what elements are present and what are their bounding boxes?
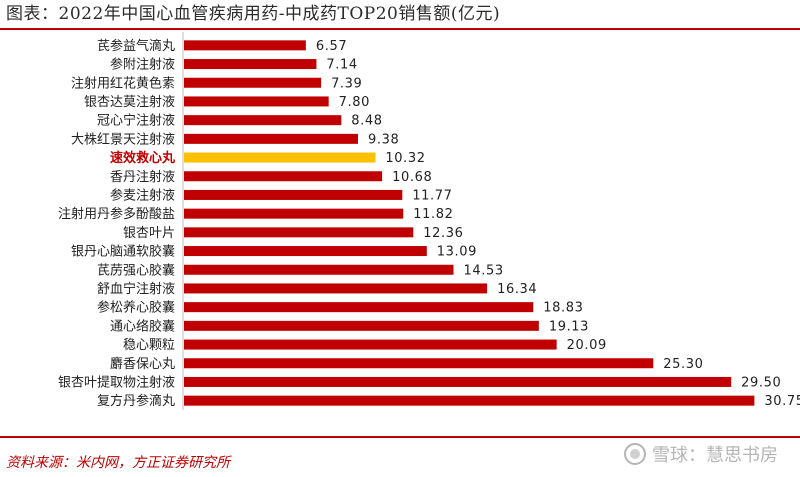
category-label: 注射用红花黄色素 [71,75,175,91]
bar [184,283,488,294]
value-label: 10.68 [392,170,432,185]
bar [184,115,342,126]
bar [184,395,755,406]
value-label: 19.13 [549,319,589,334]
category-label: 复方丹参滴丸 [97,393,175,409]
bar [184,152,376,163]
category-label: 银杏达莫注射液 [84,94,175,110]
category-label: 参麦注射液 [110,187,175,203]
value-label: 11.82 [413,207,453,222]
category-label: 芪参益气滴丸 [97,38,175,54]
value-label: 10.32 [385,151,425,166]
category-label: 芪苈强心胶囊 [97,262,175,278]
value-label: 9.38 [368,132,399,147]
value-label: 14.53 [464,263,504,278]
value-label: 7.39 [331,76,362,91]
title-divider [0,28,800,30]
value-label: 29.50 [741,375,781,390]
category-label: 通心络胶囊 [110,318,175,334]
bar [184,189,403,200]
bar [184,302,534,313]
value-label: 7.80 [339,95,370,110]
category-label: 麝香保心丸 [110,357,175,372]
bar [184,339,557,350]
category-label: 参附注射液 [110,57,175,73]
bar [184,133,358,144]
category-label: 大株红景天注射液 [71,131,175,147]
value-label: 8.48 [351,114,382,129]
value-label: 6.57 [316,39,347,54]
category-label: 银杏叶提取物注射液 [58,374,175,390]
category-label: 参松养心胶囊 [97,300,175,316]
value-label: 20.09 [567,338,607,353]
value-label: 7.14 [326,58,357,73]
bar [184,59,317,70]
category-label: 舒血宁注射液 [97,281,175,297]
bar [184,208,404,219]
value-label: 12.36 [423,226,463,241]
value-label: 30.75 [764,394,800,409]
bar [184,246,427,257]
value-label: 11.77 [412,188,452,203]
chart-title: 图表：2022年中国心血管疾病用药-中成药TOP20销售额(亿元) [6,4,501,24]
bar [184,40,306,51]
value-label: 13.09 [437,245,477,260]
bar [184,227,414,238]
bar [184,358,654,369]
category-label: 注射用丹参多酚酸盐 [58,206,175,222]
category-label: 香丹注射液 [110,169,175,185]
source-note: 资料来源：米内网，方正证券研究所 [6,455,230,471]
value-label: 18.83 [543,301,583,316]
bar [184,96,329,107]
category-label: 银丹心脑通软胶囊 [71,244,175,260]
bar [184,320,539,331]
watermark: 雪球：慧思书房 [624,440,778,468]
category-label: 稳心颗粒 [123,337,175,353]
bar [184,264,454,275]
snowball-logo-icon [624,443,646,465]
bar [184,376,732,387]
category-label: 银杏叶片 [123,226,175,241]
footer-divider [0,436,800,438]
bar [184,171,383,182]
bar-chart: 芪参益气滴丸 6.57 参附注射液 7.14 注射用红花黄色素 7.39 银杏达莫注射液 7.… [58,32,800,410]
watermark-text: 雪球：慧思书房 [652,445,778,466]
category-label: 速效救心丸 [110,150,176,166]
bar [184,77,322,88]
value-label: 25.30 [663,357,703,372]
category-label: 冠心宁注射液 [97,113,175,129]
value-label: 16.34 [497,282,537,297]
